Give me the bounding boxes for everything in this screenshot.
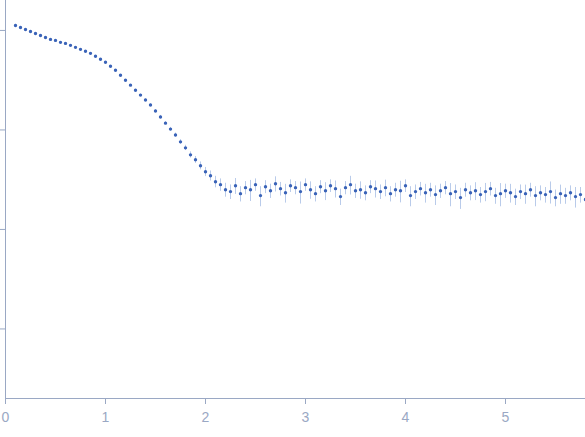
svg-text:3: 3: [302, 409, 310, 425]
svg-text:2: 2: [202, 409, 210, 425]
svg-text:4: 4: [402, 409, 410, 425]
svg-text:0: 0: [2, 409, 10, 425]
svg-text:5: 5: [502, 409, 510, 425]
svg-text:1: 1: [102, 409, 110, 425]
